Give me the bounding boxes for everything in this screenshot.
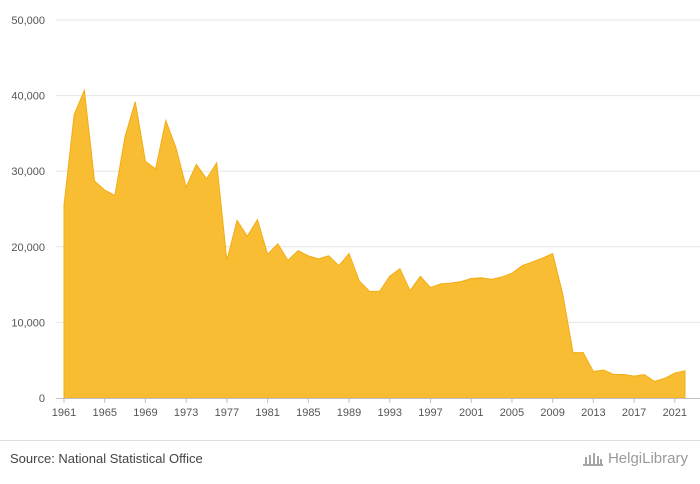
y-tick-label: 50,000 — [11, 15, 45, 27]
x-tick-label: 1985 — [296, 407, 320, 419]
x-tick-label: 2001 — [459, 407, 483, 419]
area-series-shape — [63, 88, 686, 399]
x-tick-label: 1989 — [337, 407, 361, 419]
x-tick-label: 2005 — [500, 407, 524, 419]
x-axis: 1961 1965 1969 1973 1977 1981 1985 1989 1993 1997… — [52, 398, 700, 419]
y-tick-label: 30,000 — [11, 166, 45, 178]
y-tick-label: 20,000 — [11, 242, 45, 254]
chart-footer: Source: National Statistical Office Helg… — [0, 440, 700, 484]
source-note: Source: National Statistical Office — [10, 451, 203, 466]
area-chart: 1961 1965 1969 1973 1977 1981 1985 1989 1993 1997… — [11, 15, 700, 419]
x-tick-label: 1961 — [52, 407, 76, 419]
x-tick-label: 1969 — [133, 407, 157, 419]
y-tick-label: 10,000 — [11, 317, 45, 329]
x-tick-label: 1973 — [174, 407, 198, 419]
x-tick-label: 1993 — [378, 407, 402, 419]
x-tick-label: 1977 — [215, 407, 239, 419]
x-tick-label: 1981 — [255, 407, 279, 419]
x-tick-label: 1965 — [92, 407, 116, 419]
helgi-library-logo[interactable]: HelgiLibrary — [582, 450, 688, 467]
x-tick-label: 2017 — [622, 407, 646, 419]
y-tick-label: 0 — [39, 393, 45, 405]
brand-name: HelgiLibrary — [607, 450, 688, 467]
x-tick-label: 1997 — [418, 407, 442, 419]
x-tick-label: 2009 — [540, 407, 564, 419]
series-area — [63, 88, 686, 399]
library-building-icon — [582, 452, 603, 466]
x-tick-label: 2021 — [663, 407, 687, 419]
y-axis: 0 10,000 20,000 30,000 40,000 50,000 — [11, 15, 45, 405]
x-tick-label: 2013 — [581, 407, 605, 419]
y-tick-label: 40,000 — [11, 91, 45, 103]
